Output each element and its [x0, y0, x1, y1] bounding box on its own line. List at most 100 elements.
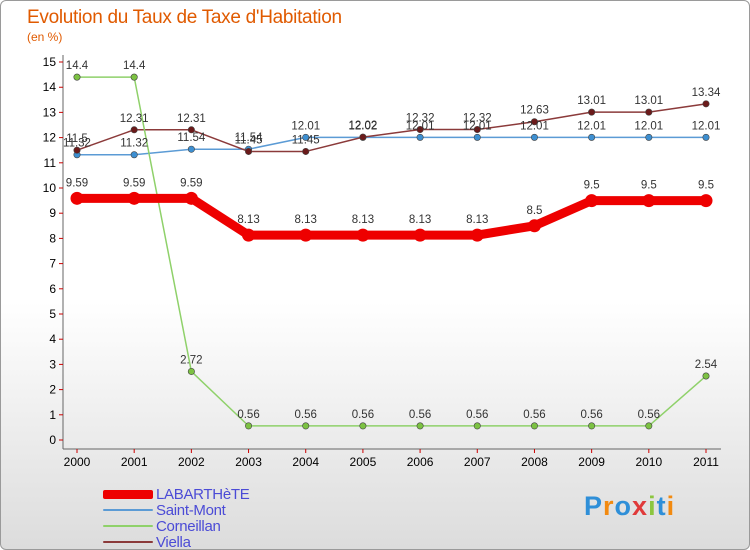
data-label-viella: 12.32 [406, 113, 435, 125]
data-label-labarth-te: 9.5 [584, 180, 600, 192]
data-label-saint-mont: 12.01 [406, 120, 435, 132]
y-tick-label: 1 [49, 408, 56, 422]
data-label-saint-mont: 11.54 [235, 132, 264, 144]
data-point-saint-mont [187, 145, 195, 153]
y-tick-label: 2 [49, 383, 56, 397]
series-line-viella [76, 103, 707, 153]
x-tick-label: 2010 [635, 455, 662, 469]
data-point-viella [245, 147, 253, 155]
data-label-corneillan: 0.56 [352, 409, 374, 421]
brand-letter: i [666, 491, 676, 521]
data-label-labarth-te: 9.59 [66, 177, 88, 189]
data-label-saint-mont: 11.32 [120, 138, 148, 150]
data-label-saint-mont: 12.01 [577, 120, 606, 132]
data-label-viella: 11.45 [292, 134, 320, 146]
data-label-corneillan: 0.56 [295, 409, 317, 421]
data-label-corneillan: 14.4 [123, 60, 146, 72]
data-point-labarth-te [127, 191, 141, 205]
y-tick-label: 4 [49, 332, 56, 346]
x-tick-label: 2004 [292, 455, 319, 469]
data-label-labarth-te: 9.5 [698, 180, 714, 192]
data-label-corneillan: 2.54 [695, 359, 718, 371]
brand-letter: P [584, 491, 604, 521]
data-point-saint-mont [473, 133, 481, 141]
x-tick-label: 2011 [693, 455, 719, 469]
data-label-labarth-te: 8.13 [409, 214, 431, 226]
brand-logo: Proxiti [584, 491, 675, 522]
legend-swatch [103, 525, 153, 527]
y-tick-label: 6 [49, 282, 56, 296]
data-label-saint-mont: 12.01 [463, 120, 492, 132]
data-label-viella: 13.01 [634, 95, 663, 107]
legend-swatch [103, 541, 153, 543]
brand-letter: r [603, 491, 615, 521]
data-label-corneillan: 0.56 [466, 409, 488, 421]
data-label-labarth-te: 8.13 [237, 214, 259, 226]
legend-item: Viella [103, 533, 249, 550]
data-label-labarth-te: 8.13 [466, 214, 488, 226]
data-label-viella: 11.5 [66, 133, 88, 145]
data-point-corneillan [302, 422, 310, 430]
data-point-corneillan [73, 73, 81, 81]
data-point-viella [702, 100, 710, 108]
data-label-viella: 12.63 [520, 105, 549, 117]
data-label-saint-mont: 12.01 [692, 120, 721, 132]
data-label-saint-mont: 12.01 [520, 120, 549, 132]
legend: LABARTHèTE Saint-Mont Corneillan Viella [103, 485, 250, 550]
y-tick-label: 3 [49, 357, 56, 371]
legend-label: Corneillan [156, 517, 221, 535]
data-point-viella [187, 126, 195, 134]
legend-item: LABARTHèTE [103, 485, 250, 503]
brand-letter: t [656, 491, 667, 521]
data-label-saint-mont: 12.01 [291, 120, 320, 132]
data-label-labarth-te: 9.5 [641, 180, 657, 192]
data-label-viella: 11.45 [235, 134, 263, 146]
y-tick-label: 12 [43, 131, 57, 145]
data-point-corneillan [645, 422, 653, 430]
data-point-viella [530, 118, 538, 126]
x-tick-label: 2001 [121, 455, 148, 469]
legend-label: LABARTHèTE [156, 485, 250, 503]
data-label-labarth-te: 8.5 [526, 205, 542, 217]
data-point-saint-mont [530, 133, 538, 141]
data-label-saint-mont: 12.02 [349, 120, 378, 132]
y-tick-label: 13 [43, 105, 57, 119]
x-tick-label: 2006 [407, 455, 434, 469]
y-tick-label: 14 [43, 80, 57, 94]
data-label-corneillan: 2.72 [180, 354, 202, 366]
data-point-corneillan [130, 73, 138, 81]
data-point-viella [473, 126, 481, 134]
data-label-labarth-te: 8.13 [352, 214, 374, 226]
data-label-corneillan: 0.56 [638, 409, 660, 421]
legend-swatch [103, 509, 153, 511]
y-tick-label: 15 [43, 55, 57, 69]
data-point-viella [416, 126, 424, 134]
data-point-viella [130, 126, 138, 134]
legend-label: Viella [156, 533, 191, 550]
data-point-viella [302, 147, 310, 155]
data-point-labarth-te [527, 219, 541, 233]
data-point-labarth-te [642, 194, 656, 208]
series-line-saint-mont [76, 136, 707, 156]
unit-label: (en %) [27, 30, 63, 44]
chart-title: Evolution du Taux de Taxe d'Habitation [27, 7, 342, 28]
data-point-corneillan [245, 422, 253, 430]
data-label-corneillan: 0.56 [237, 409, 259, 421]
data-point-corneillan [187, 367, 195, 375]
data-label-corneillan: 0.56 [580, 409, 602, 421]
data-label-labarth-te: 9.59 [180, 177, 202, 189]
y-tick-label: 9 [49, 206, 56, 220]
series-line-corneillan [76, 76, 707, 427]
y-tick-label: 0 [49, 433, 56, 447]
y-tick-label: 11 [44, 156, 57, 170]
data-point-saint-mont [702, 133, 710, 141]
data-point-corneillan [588, 422, 596, 430]
data-point-saint-mont [588, 133, 596, 141]
data-point-labarth-te [356, 228, 370, 242]
data-point-viella [588, 108, 596, 116]
x-tick-label: 2000 [64, 455, 91, 469]
data-point-labarth-te [242, 228, 256, 242]
data-label-viella: 13.34 [692, 87, 721, 99]
